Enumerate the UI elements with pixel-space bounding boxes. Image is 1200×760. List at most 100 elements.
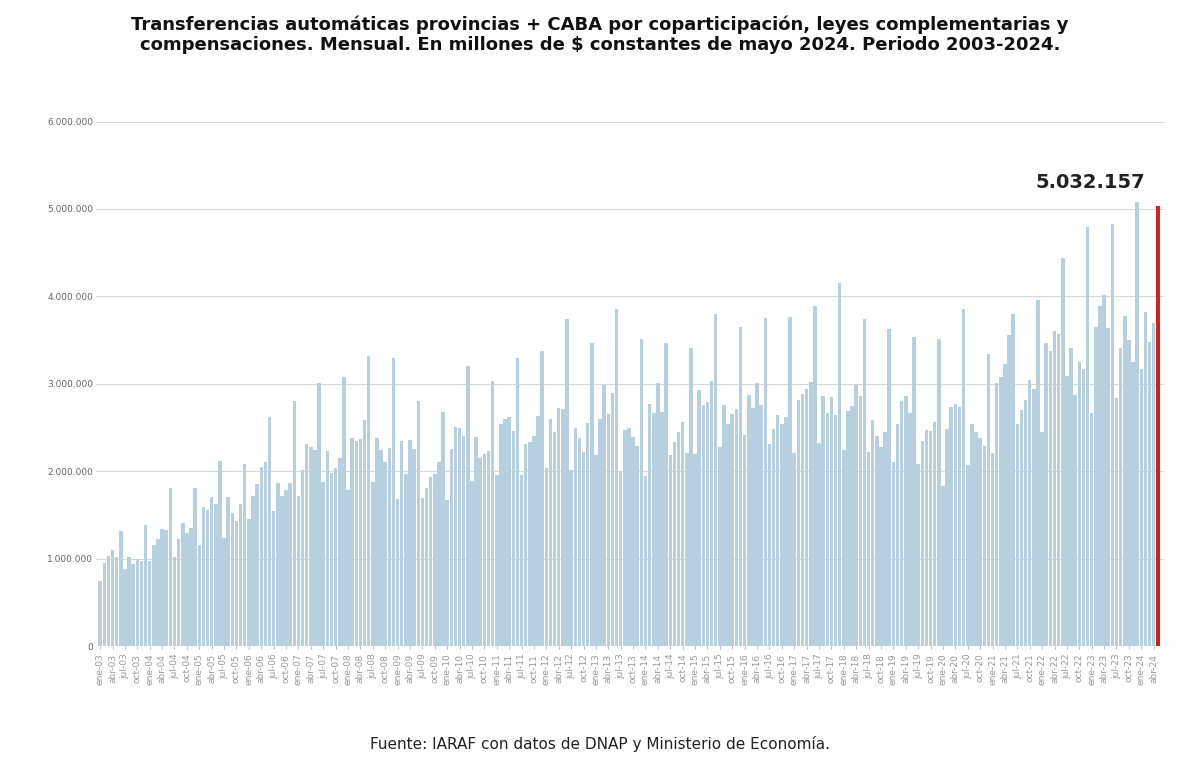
- Bar: [428, 477, 432, 646]
- Bar: [496, 475, 498, 646]
- Bar: [474, 437, 478, 646]
- Bar: [949, 407, 953, 646]
- Bar: [974, 432, 978, 646]
- Bar: [268, 417, 271, 646]
- Bar: [1000, 376, 1002, 646]
- Bar: [932, 423, 936, 646]
- Bar: [718, 447, 721, 646]
- Bar: [450, 448, 454, 646]
- Bar: [991, 453, 995, 646]
- Bar: [574, 428, 577, 646]
- Bar: [259, 467, 263, 646]
- Bar: [545, 468, 548, 646]
- Bar: [416, 401, 420, 646]
- Bar: [665, 343, 668, 646]
- Bar: [1028, 380, 1032, 646]
- Bar: [1024, 401, 1027, 646]
- Bar: [98, 581, 102, 646]
- Bar: [739, 328, 743, 646]
- Bar: [305, 444, 308, 646]
- Bar: [536, 416, 540, 646]
- Bar: [937, 339, 941, 646]
- Bar: [743, 435, 746, 646]
- Bar: [235, 521, 239, 646]
- Bar: [599, 420, 602, 646]
- Bar: [594, 455, 598, 646]
- Bar: [768, 444, 772, 646]
- Bar: [139, 562, 143, 646]
- Bar: [1052, 331, 1056, 646]
- Bar: [1007, 335, 1010, 646]
- Bar: [1156, 206, 1159, 646]
- Bar: [132, 564, 134, 646]
- Bar: [313, 450, 317, 646]
- Bar: [1049, 351, 1052, 646]
- Bar: [1057, 334, 1061, 646]
- Bar: [107, 556, 110, 646]
- Bar: [136, 559, 139, 646]
- Bar: [371, 483, 374, 646]
- Bar: [454, 426, 457, 646]
- Bar: [809, 382, 812, 646]
- Bar: [920, 441, 924, 646]
- Bar: [296, 496, 300, 646]
- Bar: [173, 557, 176, 646]
- Bar: [276, 483, 280, 646]
- Bar: [479, 458, 482, 646]
- Bar: [127, 557, 131, 646]
- Bar: [785, 416, 787, 646]
- Bar: [124, 569, 127, 646]
- Bar: [396, 499, 400, 646]
- Bar: [888, 329, 892, 646]
- Bar: [1069, 348, 1073, 646]
- Bar: [652, 413, 655, 646]
- Bar: [391, 358, 395, 646]
- Text: Fuente: IARAF con datos de DNAP y Ministerio de Economía.: Fuente: IARAF con datos de DNAP y Minist…: [370, 736, 830, 752]
- Bar: [181, 523, 185, 646]
- Bar: [190, 527, 193, 646]
- Bar: [614, 309, 618, 646]
- Bar: [516, 357, 520, 646]
- Bar: [677, 432, 680, 646]
- Bar: [404, 473, 408, 646]
- Bar: [582, 452, 586, 646]
- Bar: [413, 449, 416, 646]
- Bar: [643, 477, 647, 646]
- Bar: [726, 424, 730, 646]
- Bar: [218, 461, 222, 646]
- Bar: [491, 381, 494, 646]
- Bar: [230, 513, 234, 646]
- Bar: [946, 429, 949, 646]
- Bar: [834, 415, 838, 646]
- Bar: [685, 453, 689, 646]
- Bar: [871, 420, 875, 646]
- Bar: [164, 530, 168, 646]
- Bar: [1152, 323, 1156, 646]
- Bar: [322, 483, 325, 646]
- Bar: [1135, 202, 1139, 646]
- Bar: [256, 484, 259, 646]
- Bar: [156, 539, 160, 646]
- Bar: [1132, 362, 1135, 646]
- Bar: [482, 454, 486, 646]
- Bar: [379, 450, 383, 646]
- Text: Transferencias automáticas provincias + CABA por coparticipación, leyes compleme: Transferencias automáticas provincias + …: [131, 15, 1069, 55]
- Bar: [330, 473, 334, 646]
- Bar: [1123, 316, 1127, 646]
- Bar: [1044, 343, 1048, 646]
- Bar: [908, 413, 912, 646]
- Bar: [376, 438, 379, 646]
- Bar: [586, 423, 589, 646]
- Bar: [731, 414, 734, 646]
- Bar: [689, 349, 692, 646]
- Bar: [648, 404, 652, 646]
- Bar: [388, 448, 391, 646]
- Bar: [1086, 227, 1090, 646]
- Bar: [917, 464, 920, 646]
- Bar: [102, 563, 106, 646]
- Bar: [895, 424, 899, 646]
- Bar: [119, 531, 122, 646]
- Bar: [656, 383, 660, 646]
- Bar: [202, 508, 205, 646]
- Bar: [462, 436, 466, 646]
